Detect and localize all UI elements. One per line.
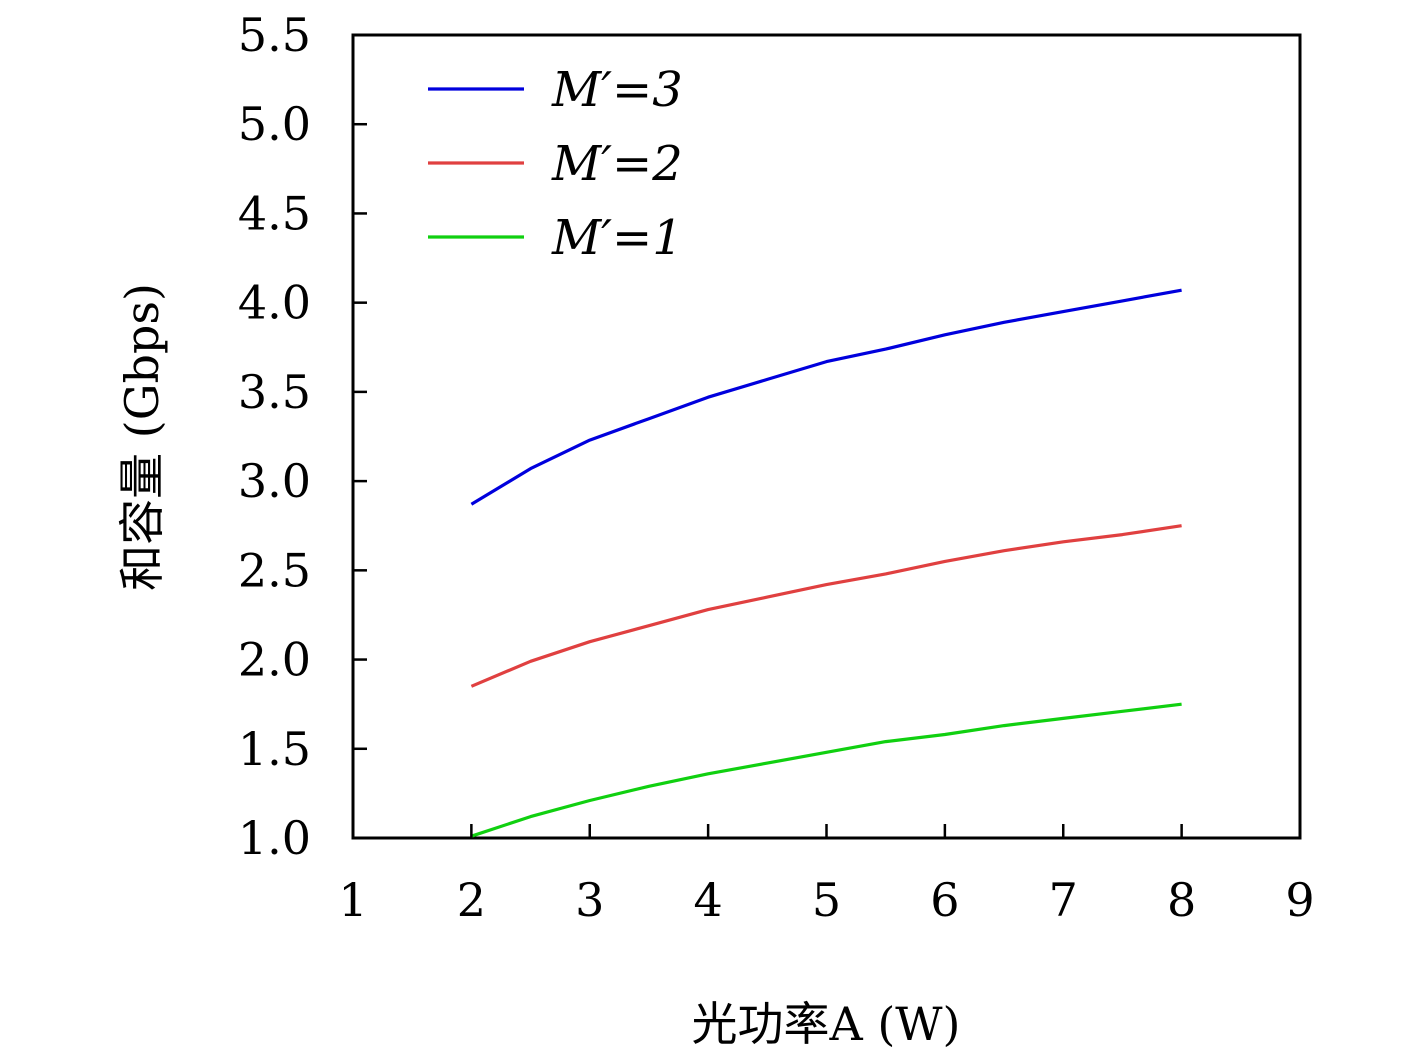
legend-label-1: M′=3 — [551, 62, 683, 118]
plot-area — [351, 33, 1302, 840]
legend-label-2: M′=2 — [551, 136, 683, 192]
x-tick-label: 3 — [575, 873, 604, 927]
x-tick-label: 6 — [930, 873, 959, 927]
x-tick-label: 4 — [693, 873, 722, 927]
series-line-2 — [470, 524, 1182, 688]
y-tick-label: 1.0 — [238, 811, 311, 865]
axis-ticks: 1 2 3 4 5 6 7 8 9 1.0 1.5 2.0 2.5 3.0 3.5 4.0 4.5 5.0 5.5 — [238, 8, 1315, 927]
y-tick-label: 4.0 — [238, 276, 311, 330]
y-tick-label: 3.5 — [238, 365, 311, 419]
x-tick-label: 1 — [338, 873, 367, 927]
y-tick-label: 4.5 — [238, 186, 311, 240]
legend: M′=3 M′=2 M′=1 — [428, 62, 683, 266]
legend-label-3: M′=1 — [551, 210, 683, 266]
y-tick-label: 2.5 — [238, 543, 311, 597]
x-tick-label: 2 — [457, 873, 486, 927]
y-tick-label: 5.5 — [238, 8, 311, 62]
x-axis-title: 光功率A (W) — [691, 997, 960, 1051]
series-line-1 — [470, 288, 1182, 506]
plot-frame — [351, 33, 1302, 840]
x-tick-label: 8 — [1167, 873, 1196, 927]
y-tick-label: 3.0 — [238, 454, 311, 508]
series-lines — [470, 288, 1182, 838]
y-tick-label: 2.0 — [238, 633, 311, 687]
x-tick-label: 9 — [1285, 873, 1314, 927]
y-tick-label: 5.0 — [238, 97, 311, 151]
y-axis-title: 和容量 (Gbps) — [115, 283, 169, 591]
y-tick-label: 1.5 — [238, 722, 311, 776]
x-tick-label: 5 — [812, 873, 841, 927]
series-line-3 — [470, 702, 1182, 838]
x-tick-label: 7 — [1049, 873, 1078, 927]
